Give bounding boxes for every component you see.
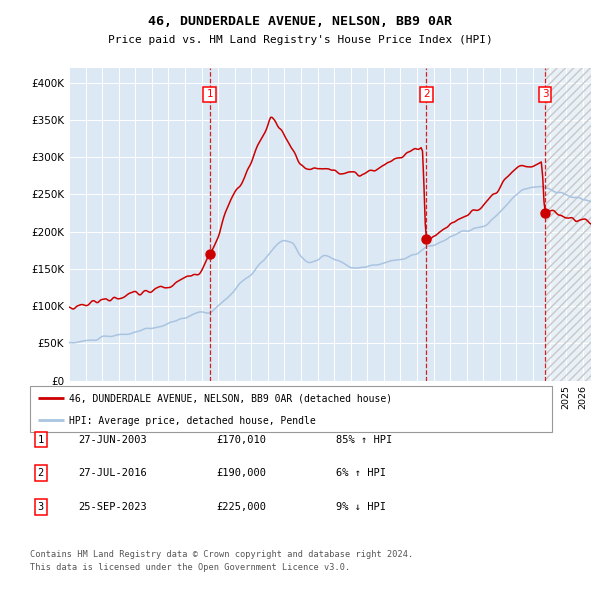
Text: 2: 2 — [423, 90, 430, 100]
Text: This data is licensed under the Open Government Licence v3.0.: This data is licensed under the Open Gov… — [30, 563, 350, 572]
Text: £170,010: £170,010 — [216, 435, 266, 444]
Text: 1: 1 — [38, 435, 44, 444]
Text: 3: 3 — [38, 502, 44, 512]
Text: 46, DUNDERDALE AVENUE, NELSON, BB9 0AR (detached house): 46, DUNDERDALE AVENUE, NELSON, BB9 0AR (… — [69, 394, 392, 404]
Text: 25-SEP-2023: 25-SEP-2023 — [78, 502, 147, 512]
Text: 6% ↑ HPI: 6% ↑ HPI — [336, 468, 386, 478]
Text: 46, DUNDERDALE AVENUE, NELSON, BB9 0AR: 46, DUNDERDALE AVENUE, NELSON, BB9 0AR — [148, 15, 452, 28]
Text: Price paid vs. HM Land Registry's House Price Index (HPI): Price paid vs. HM Land Registry's House … — [107, 35, 493, 45]
Text: 1: 1 — [206, 90, 213, 100]
Text: HPI: Average price, detached house, Pendle: HPI: Average price, detached house, Pend… — [69, 416, 316, 426]
Text: 3: 3 — [542, 90, 548, 100]
Text: £190,000: £190,000 — [216, 468, 266, 478]
Text: 2: 2 — [38, 468, 44, 478]
Text: 9% ↓ HPI: 9% ↓ HPI — [336, 502, 386, 512]
Text: £225,000: £225,000 — [216, 502, 266, 512]
Text: Contains HM Land Registry data © Crown copyright and database right 2024.: Contains HM Land Registry data © Crown c… — [30, 550, 413, 559]
Text: 27-JUN-2003: 27-JUN-2003 — [78, 435, 147, 444]
Text: 85% ↑ HPI: 85% ↑ HPI — [336, 435, 392, 444]
Text: 27-JUL-2016: 27-JUL-2016 — [78, 468, 147, 478]
